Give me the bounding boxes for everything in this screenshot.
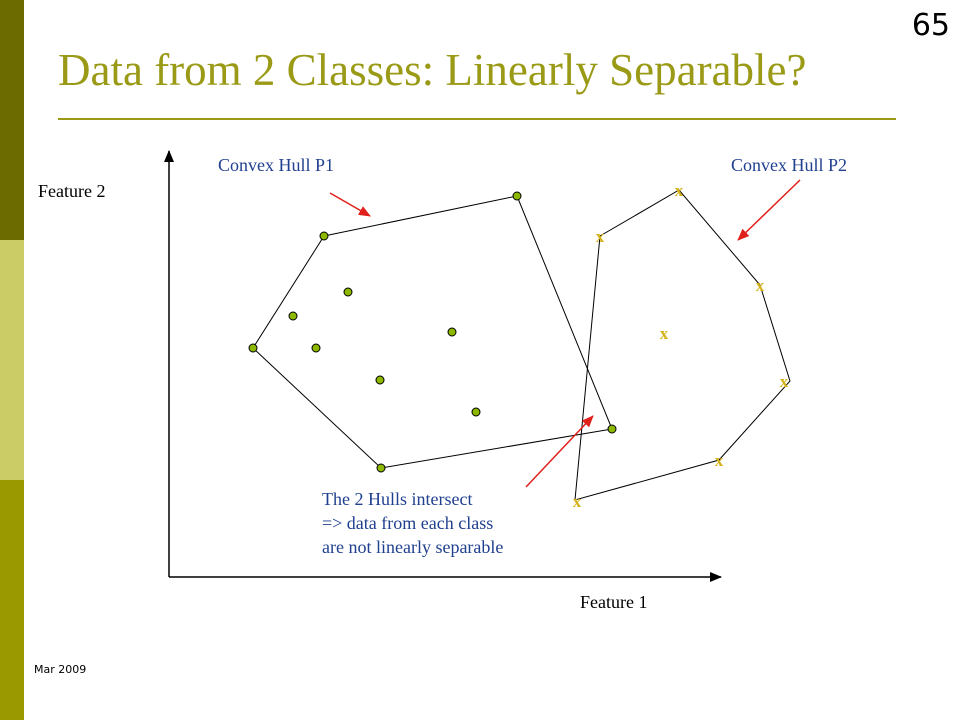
class2-marker: x [780,372,789,391]
class2-points: x x x x x x x [573,181,789,511]
hull-p1-pointer-arrow [329,192,371,217]
hull-p2-label: Convex Hull P2 [731,155,848,175]
class1-point [288,311,298,321]
class1-point [376,463,386,473]
class2-marker: x [596,227,605,246]
slide-sidebar [0,0,24,720]
hull-p2-pointer-arrow [737,179,801,241]
sidebar-segment-middle [0,240,24,480]
slide-title: Data from 2 Classes: Linearly Separable? [58,45,807,95]
sidebar-segment-top [0,0,24,240]
class2-marker: x [660,324,669,343]
convex-hull-p1 [252,195,613,469]
intersection-annotation: The 2 Hulls intersect => data from each … [322,487,503,559]
intersection-pointer-arrow [525,415,594,488]
class1-point [607,424,617,434]
class1-point [311,343,321,353]
sidebar-segment-bottom [0,480,24,720]
class1-point [447,327,457,337]
annotation-line: are not linearly separable [322,537,504,557]
slide-number: 65 [911,8,950,43]
class2-marker: x [715,451,724,470]
hull-p1-label: Convex Hull P1 [218,155,335,175]
class1-point [319,231,329,241]
y-axis-label: Feature 2 [38,181,106,201]
class2-marker: x [675,181,684,200]
x-axis-label: Feature 1 [580,592,648,612]
class1-point [512,191,522,201]
class1-point [248,343,258,353]
class1-point [471,407,481,417]
convex-hull-p2 [574,189,791,501]
annotation-line: => data from each class [322,513,494,533]
class1-points [248,191,617,473]
class2-marker: x [573,492,582,511]
class1-point [343,287,353,297]
title-rule [58,118,896,120]
annotation-line: The 2 Hulls intersect [322,489,473,509]
class1-point [375,375,385,385]
class2-marker: x [756,276,765,295]
footer-date: Mar 2009 [34,663,87,676]
